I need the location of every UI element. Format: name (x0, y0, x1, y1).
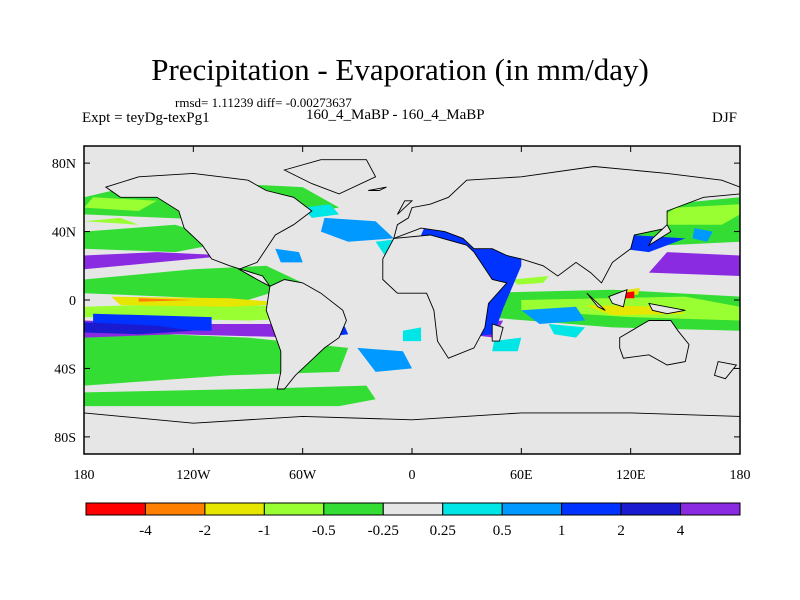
y-tick-label-3: 40S (54, 362, 76, 377)
map-plot-area (84, 146, 740, 454)
colorbar-label-1: -2 (199, 523, 212, 539)
colorbar-swatch-3 (263, 502, 325, 516)
colorbar-swatch-4 (323, 502, 384, 516)
contour-region-8 (84, 197, 157, 211)
colorbar-swatch-7 (501, 502, 563, 516)
land-mass-13 (397, 200, 414, 215)
contour-region-19 (84, 252, 230, 270)
x-tick-label-3: 0 (409, 468, 416, 483)
contour-region-0 (84, 385, 376, 407)
colorbar-swatch-5 (382, 502, 444, 516)
x-tick-label-2: 60W (289, 468, 317, 483)
land-mass-0 (104, 172, 313, 287)
land-mass-2 (382, 234, 508, 359)
land-mass-5 (84, 412, 740, 454)
contour-region-26 (320, 217, 394, 242)
y-tick-label-2: 0 (69, 294, 76, 309)
land-mass-12 (713, 361, 738, 380)
land-mass-11 (647, 223, 672, 247)
land-mass-4 (619, 320, 690, 366)
colorbar-swatch-6 (442, 502, 503, 516)
colorbar-label-4: -0.25 (368, 523, 399, 539)
contour-region-12 (512, 276, 549, 285)
experiment-label: Expt = teyDg-texPg1 (82, 110, 210, 126)
contour-region-16 (138, 298, 194, 302)
colorbar: -4 -2 -1 -0.5 -0.25 0.25 0.5 1 2 4 (85, 502, 741, 539)
chart-title: Precipitation - Evaporation (in mm/day) (151, 52, 649, 87)
y-tick-label-1: 40N (52, 226, 76, 241)
land-mass-7 (491, 323, 504, 342)
land-mass-1 (265, 279, 347, 390)
land-mass-6 (283, 159, 377, 195)
colorbar-label-0: -4 (139, 523, 152, 539)
map-axes: 180 120W 60W 0 60E 120E 180 80N 40N 0 40S 80S (52, 146, 751, 483)
x-tick-label-1: 120W (176, 468, 211, 483)
contour-region-28 (357, 347, 412, 372)
stats-label: rmsd= 1.11239 diff= -0.00273637 (175, 95, 352, 110)
contour-region-29 (521, 306, 586, 324)
contour-region-30 (692, 228, 713, 242)
colorbar-label-7: 1 (558, 523, 566, 539)
land-mass-10 (648, 302, 686, 315)
colorbar-label-3: -0.5 (312, 523, 336, 539)
x-tick-label-6: 180 (730, 468, 751, 483)
colorbar-swatch-1 (144, 502, 206, 516)
colorbar-swatch-2 (204, 502, 265, 516)
x-tick-label-5: 120E (616, 468, 646, 483)
colorbar-label-8: 2 (617, 523, 625, 539)
y-tick-label-0: 80N (52, 157, 76, 172)
contour-region-9 (84, 217, 139, 225)
colorbar-label-9: 4 (677, 523, 685, 539)
contour-region-20 (648, 252, 740, 276)
contour-region-27 (275, 248, 303, 263)
contour-region-24 (621, 235, 686, 253)
land-mass-14 (368, 186, 387, 191)
land-mass-3 (393, 166, 740, 284)
contour-region-35 (402, 327, 422, 342)
contour-region-10 (648, 204, 740, 225)
case-label: 160_4_MaBP - 160_4_MaBP (306, 107, 485, 123)
colorbar-swatch-10 (680, 502, 741, 516)
x-tick-label-4: 60E (510, 468, 533, 483)
x-tick-label-0: 180 (74, 468, 95, 483)
colorbar-swatch-9 (620, 502, 682, 516)
colorbar-label-6: 0.5 (493, 523, 512, 539)
contour-region-33 (548, 324, 586, 338)
contour-region-32 (302, 204, 340, 218)
colorbar-label-5: 0.25 (430, 523, 456, 539)
y-tick-label-4: 80S (54, 431, 76, 446)
contour-region-36 (84, 322, 194, 335)
land-mass-8 (586, 292, 606, 311)
land-mass-9 (608, 288, 628, 308)
colorbar-swatch-8 (561, 502, 622, 516)
colorbar-swatch-0 (85, 502, 146, 516)
colorbar-label-2: -1 (258, 523, 271, 539)
season-label: DJF (712, 110, 738, 126)
